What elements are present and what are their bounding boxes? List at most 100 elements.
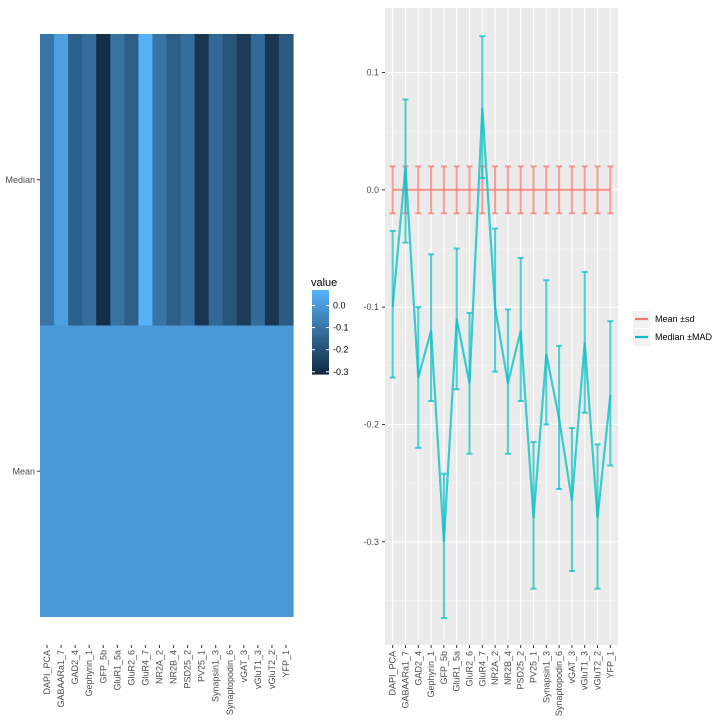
colorbar-gradient-step xyxy=(312,348,329,352)
x-tick-label: NR2A_2 xyxy=(490,651,500,685)
heatmap-cell xyxy=(96,325,111,617)
heatmap-cell xyxy=(180,325,196,617)
x-tick-label: GluR1_5a xyxy=(452,651,462,692)
colorbar-gradient-step xyxy=(312,338,329,341)
x-tick-label: vGAT_3 xyxy=(567,651,577,683)
heatmap-x-tick-label: YFP_1 xyxy=(281,650,291,678)
y-tick-label: 0.1 xyxy=(366,68,379,78)
colorbar-gradient-step xyxy=(312,325,329,329)
colorbar-gradient-step xyxy=(312,334,329,337)
x-tick-label: GAD2_4 xyxy=(413,651,423,686)
colorbar-gradient-step xyxy=(312,371,329,375)
series-mean xyxy=(389,165,614,215)
heatmap-cell xyxy=(194,325,210,617)
colorbar-gradient-step xyxy=(312,298,329,302)
line-chart-panel: 0.1 0.0 -0.1 -0.2 -0.3 DAPI_PCA GABAARa1_7 GAD2… xyxy=(363,8,618,716)
colorbar-gradient-step xyxy=(312,317,329,320)
heatmap-cell xyxy=(250,325,266,617)
y-tick-label: -0.2 xyxy=(363,419,379,429)
heatmap-cell xyxy=(250,34,266,326)
heatmap-panel: Median Mean DAPI_PCA GABAARa1_7 GAD2_4 Gephyr… xyxy=(5,34,294,715)
colorbar-gradient-step xyxy=(312,315,329,318)
colorbar-gradient-step xyxy=(312,361,329,365)
colorbar-gradient-step xyxy=(312,290,329,293)
heatmap-x-tick-label: vGAT_3 xyxy=(239,650,249,682)
x-tick-label: GABAARa1_7 xyxy=(400,651,410,709)
x-tick-label: GluR4_7 xyxy=(477,651,487,687)
heatmap-cell xyxy=(208,325,224,617)
colorbar-gradient-step xyxy=(312,304,329,308)
series-line xyxy=(391,107,612,542)
heatmap-x-tick-label: vGluT1_3 xyxy=(253,650,263,689)
heatmap-cell xyxy=(40,34,55,326)
heatmap-x-tick-label: Gephyrin_1 xyxy=(84,650,94,697)
heatmap-cell xyxy=(40,325,55,617)
heatmap-cell xyxy=(236,34,252,326)
heatmap-cell xyxy=(278,325,294,617)
heatmap-cell xyxy=(138,34,154,326)
colorbar-gradient-step xyxy=(312,369,329,373)
colorbar-gradient-step xyxy=(312,296,329,299)
colorbar-gradient-step xyxy=(312,357,329,360)
heatmap-cell xyxy=(222,325,238,617)
y-tick-label: 0.0 xyxy=(366,185,379,195)
x-tick-label: DAPI_PCA xyxy=(388,651,398,696)
heatmap-cell xyxy=(124,34,139,326)
colorbar-tick-label: -0.1 xyxy=(333,323,349,333)
colorbar-gradient-step xyxy=(312,344,329,348)
heatmap-x-tick-label: NR2A_2 xyxy=(154,650,164,684)
plot-background xyxy=(385,8,618,645)
colorbar-gradient-step xyxy=(312,306,329,310)
heatmap-x-tick-label: GFP_5b xyxy=(98,650,108,684)
x-tick-label: GFP_5b xyxy=(439,651,449,685)
colorbar-gradient-step xyxy=(312,340,329,344)
heatmap-x-tick-label: GluR2_6 xyxy=(126,650,136,686)
heatmap-cell xyxy=(152,34,168,326)
colorbar-gradient-step xyxy=(312,323,329,327)
colorbar-tick-label: -0.3 xyxy=(333,367,349,377)
colorbar-tick-label: 0.0 xyxy=(333,300,346,310)
x-tick-label: vGluT1_3 xyxy=(580,651,590,690)
heatmap-x-tick-label: PV25_1 xyxy=(197,650,207,682)
colorbar-legend: value 0.0 -0.1 -0.2 -0.3 xyxy=(311,277,349,377)
heatmap-cell xyxy=(166,34,182,326)
heatmap-cell xyxy=(68,325,83,617)
x-tick-label: Synaptopodin_6 xyxy=(554,651,564,716)
colorbar-gradient-step xyxy=(312,308,329,312)
x-tick-label: vGluT2_2 xyxy=(593,651,603,690)
heatmap-cell xyxy=(96,34,111,326)
colorbar-gradient-step xyxy=(312,300,329,304)
heatmap-cell xyxy=(124,325,139,617)
heatmap-y-tick-label: Median xyxy=(5,175,35,185)
line-chart-legend: Mean ±sd Median ±MAD xyxy=(633,311,712,346)
colorbar-gradient-step xyxy=(312,292,329,295)
colorbar-title: value xyxy=(311,277,337,289)
heatmap-cell xyxy=(54,325,69,617)
heatmap-cell xyxy=(138,325,154,617)
heatmap-cell xyxy=(110,325,125,617)
heatmap-x-tick-label: NR2B_4 xyxy=(169,650,179,684)
colorbar-gradient-step xyxy=(312,311,329,314)
heatmap-cell xyxy=(194,34,210,326)
heatmap-cell xyxy=(180,34,196,326)
heatmap-cell xyxy=(278,34,294,326)
heatmap-cell xyxy=(264,34,280,326)
heatmap-x-tick-label: Synapsin1_3 xyxy=(211,650,221,702)
legend-label: Median ±MAD xyxy=(655,332,712,342)
heatmap-cell xyxy=(222,34,238,326)
x-tick-label: PSD25_2 xyxy=(516,651,526,690)
colorbar-gradient-step xyxy=(312,350,329,354)
x-tick-label: GluR2_6 xyxy=(464,651,474,687)
x-tick-label: Gephyrin_1 xyxy=(426,651,436,698)
colorbar-tick-label: -0.2 xyxy=(333,345,349,355)
heatmap-x-tick-label: vGluT2_2 xyxy=(267,650,277,689)
colorbar-gradient-step xyxy=(312,367,329,371)
colorbar-gradient-step xyxy=(312,355,329,358)
colorbar-gradient-step xyxy=(312,336,329,339)
colorbar-gradient-step xyxy=(312,342,329,346)
colorbar-gradient-step xyxy=(312,319,329,323)
heatmap-x-tick-label: GluR1_5a xyxy=(112,650,122,691)
heatmap-x-tick-label: GAD2_4 xyxy=(70,650,80,685)
colorbar-gradient-step xyxy=(312,359,329,362)
